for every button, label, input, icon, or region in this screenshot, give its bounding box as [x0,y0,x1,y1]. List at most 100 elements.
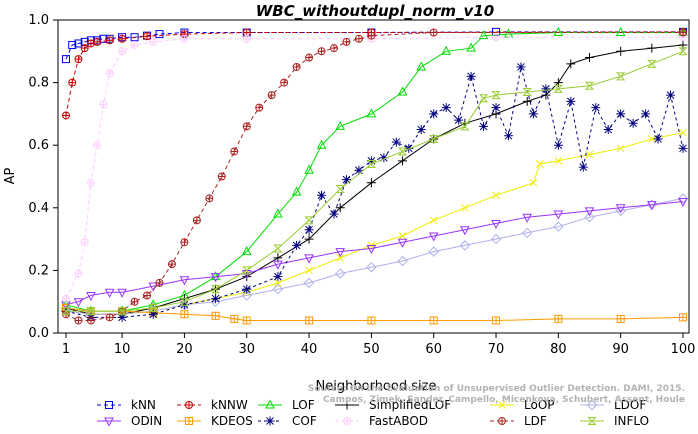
point-cross [93,38,101,46]
x-tick-label: 30 [238,342,255,357]
data-point [242,266,252,275]
point-cross [617,315,625,323]
point-cross [212,312,220,320]
data-point [130,33,139,42]
x-tick-label: 70 [488,342,505,357]
legend-item-lof: LOF [258,398,315,412]
data-point [205,194,214,203]
data-point [242,284,252,294]
data-point [210,273,221,283]
data-point [74,39,83,48]
data-point [666,90,676,100]
x-tick-label: 20 [176,342,193,357]
point-cross [343,417,351,425]
point-cross [243,122,251,130]
data-point [148,303,158,312]
legend-item-fastabod: FastABOD [335,414,428,428]
point-cross [230,315,238,323]
point-cross [492,33,500,41]
data-point [74,55,83,64]
data-point [304,225,314,235]
y-tick-label: 0.2 [28,263,49,278]
data-point [535,160,544,168]
data-point [428,134,439,143]
legend-item-cof: COF [258,414,317,428]
data-point [68,78,77,87]
data-point [86,291,96,302]
x-tick-label: 60 [425,342,442,357]
data-point [335,248,346,258]
point-cross [243,316,251,324]
point-cross [180,238,188,246]
point-cross [305,54,313,62]
data-point [679,313,687,322]
point-cross [118,35,126,43]
data-point [354,34,363,43]
data-point [335,120,346,130]
legend-item-odin: ODIN [97,414,162,428]
data-point [366,159,377,168]
x-tick-label: 100 [671,342,696,357]
data-point [615,26,626,37]
data-point [117,307,127,316]
data-point [522,96,532,106]
point-cross [118,47,126,55]
data-point [305,316,314,325]
data-point [343,417,351,425]
series-line [65,32,683,321]
point-cross [367,32,375,40]
data-point [491,103,501,113]
data-point [647,135,656,143]
data-point [304,216,314,225]
point-cross [74,316,82,324]
data-point [185,417,193,425]
legend-label: LDOF [614,398,646,412]
data-point [490,233,502,245]
data-point [460,226,470,236]
point-cross [185,417,193,425]
series-fastabod [62,33,687,303]
data-point [292,62,301,71]
data-point [498,401,506,409]
legend-item-inflo: INFLO [580,414,649,428]
series-inflo [61,47,688,316]
data-point [441,45,452,55]
data-point [503,131,513,141]
point-cross [205,194,213,202]
data-point [366,262,377,273]
x-tick-label: 50 [363,342,380,357]
data-point [217,172,226,181]
data-point [641,109,651,119]
data-point [316,139,327,149]
series-odin [61,198,688,311]
data-point [429,109,439,119]
data-point [553,140,563,150]
series-layer [60,26,689,325]
data-point [367,316,376,325]
point-cross [87,39,95,47]
data-point [678,198,688,208]
point-cross [330,44,338,52]
data-point [397,255,408,267]
x-axis: 1 10 20 30 40 50 60 70 80 90 100 [62,333,696,357]
data-point [304,254,314,264]
data-point [241,290,252,301]
data-point [454,115,464,125]
data-point [68,41,77,50]
data-point [179,297,190,306]
legend-label: ODIN [131,414,162,428]
data-point [317,47,326,56]
point-cross [230,147,238,155]
data-point [566,96,576,106]
legend-item-knnw: kNNW [177,398,248,412]
data-point [354,165,364,175]
legend-label: SimplifiedLOF [369,398,451,412]
legend-item-simplifiedlof: SimplifiedLOF [335,398,451,412]
data-point [521,227,533,239]
point-cross [185,401,193,409]
point-cross [87,179,95,187]
point-cross [62,295,70,303]
data-point [553,210,564,220]
point-cross [74,270,82,278]
